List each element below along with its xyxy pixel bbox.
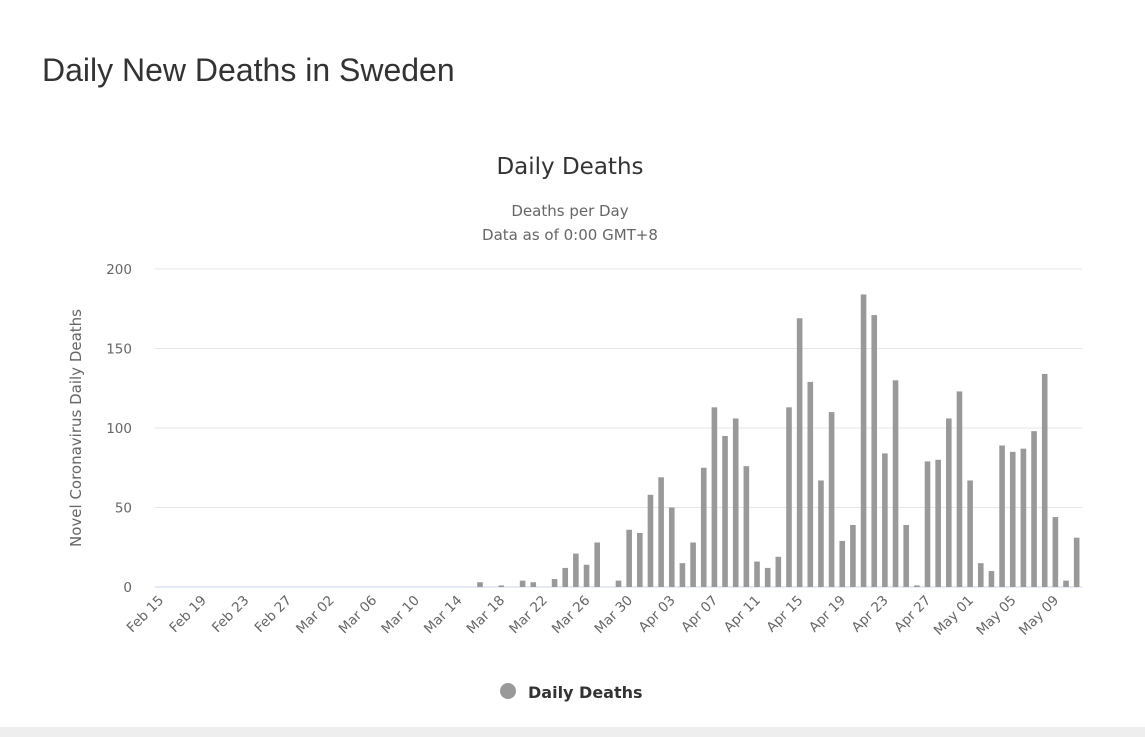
bar[interactable] (1063, 580, 1069, 587)
x-tick-label: Mar 10 (378, 593, 423, 638)
bar[interactable] (988, 571, 995, 587)
bar[interactable] (924, 461, 931, 587)
bar[interactable] (828, 412, 835, 587)
page-title: Daily New Deaths in Sweden (42, 52, 455, 88)
x-tick-label: Apr 19 (806, 593, 849, 636)
footer-band (0, 727, 1145, 737)
bar[interactable] (764, 567, 771, 587)
bar[interactable] (967, 480, 973, 587)
x-tick-label: Apr 23 (849, 593, 892, 636)
bar[interactable] (1009, 451, 1016, 587)
bar[interactable] (775, 556, 782, 587)
bar[interactable] (573, 553, 579, 587)
bar[interactable] (700, 467, 707, 587)
bar[interactable] (530, 582, 537, 587)
bar[interactable] (903, 524, 909, 587)
bar[interactable] (839, 540, 846, 587)
bar[interactable] (1073, 537, 1080, 587)
chart-subtitle-1: Deaths per Day (511, 202, 628, 220)
y-axis-label: Novel Coronavirus Daily Deaths (67, 309, 85, 547)
bar[interactable] (626, 529, 632, 587)
x-tick-label: Mar 22 (506, 593, 551, 638)
bar[interactable] (935, 459, 941, 587)
x-tick-label: Mar 26 (549, 593, 594, 638)
bar[interactable] (860, 294, 867, 587)
x-tick-label: Apr 27 (891, 593, 934, 636)
bar[interactable] (956, 391, 963, 587)
bar[interactable] (594, 542, 600, 587)
y-tick-label: 200 (106, 262, 132, 278)
legend-marker (500, 683, 516, 699)
bar[interactable] (754, 561, 760, 587)
bar[interactable] (1052, 517, 1059, 587)
bar[interactable] (498, 585, 505, 587)
x-tick-label: Mar 06 (336, 593, 381, 638)
x-tick-label: Feb 15 (124, 593, 167, 636)
y-tick-label: 150 (106, 342, 132, 358)
y-tick-label: 100 (106, 421, 132, 437)
legend-label: Daily Deaths (528, 683, 643, 702)
x-tick-label: Mar 30 (591, 593, 636, 638)
bar[interactable] (914, 585, 920, 587)
chart-title: Daily Deaths (496, 154, 643, 180)
y-tick-label: 50 (115, 501, 132, 517)
x-tick-label: Feb 19 (166, 593, 209, 636)
bar[interactable] (1031, 431, 1037, 587)
x-tick-label: Apr 15 (763, 593, 806, 636)
chart-subtitle-2: Data as of 0:00 GMT+8 (482, 226, 658, 244)
x-tick-label: Apr 11 (721, 593, 764, 636)
bar[interactable] (647, 494, 654, 587)
bar[interactable] (668, 507, 675, 588)
bar[interactable] (850, 524, 856, 587)
x-tick-label: May 09 (1016, 593, 1062, 639)
bar[interactable] (722, 435, 728, 587)
bar[interactable] (690, 542, 696, 587)
x-tick-label: May 05 (973, 593, 1019, 639)
y-tick-label: 0 (123, 580, 132, 596)
bar[interactable] (1041, 373, 1048, 587)
bar[interactable] (796, 318, 803, 587)
x-tick-label: Apr 03 (636, 593, 679, 636)
bar[interactable] (583, 564, 590, 587)
x-tick-label: Mar 02 (293, 593, 338, 638)
bar[interactable] (562, 567, 569, 587)
bar[interactable] (732, 418, 739, 587)
bar[interactable] (818, 480, 824, 587)
bar[interactable] (892, 380, 899, 587)
x-tick-label: Mar 14 (421, 593, 466, 638)
bar[interactable] (519, 580, 526, 587)
bar[interactable] (999, 445, 1005, 587)
bar[interactable] (871, 315, 878, 587)
bar[interactable] (946, 418, 952, 587)
bar[interactable] (477, 582, 483, 587)
bar[interactable] (711, 407, 718, 587)
x-tick-label: May 01 (931, 593, 977, 639)
bar[interactable] (551, 579, 558, 587)
bar[interactable] (1020, 448, 1027, 587)
bar[interactable] (679, 563, 686, 587)
bar[interactable] (658, 477, 664, 587)
bar[interactable] (615, 580, 622, 587)
x-tick-label: Mar 18 (464, 593, 509, 638)
bar[interactable] (637, 532, 643, 587)
legend-item-daily-deaths[interactable]: Daily Deaths (500, 683, 643, 702)
x-tick-label: Feb 23 (209, 593, 252, 636)
x-tick-label: Apr 07 (678, 593, 721, 636)
bar[interactable] (977, 563, 984, 587)
bar[interactable] (807, 381, 814, 587)
bar[interactable] (743, 466, 750, 587)
x-tick-label: Feb 27 (252, 593, 295, 636)
bar[interactable] (786, 407, 792, 587)
bar[interactable] (882, 453, 888, 587)
